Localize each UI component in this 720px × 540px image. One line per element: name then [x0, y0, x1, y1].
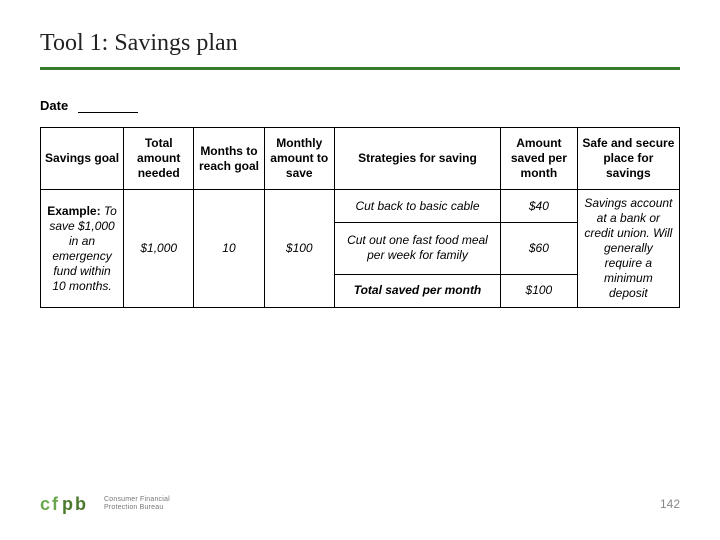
- svg-text:b: b: [75, 494, 86, 514]
- footer: c f p b Consumer Financial Protection Bu…: [40, 492, 680, 516]
- cfpb-logo-icon: c f p b: [40, 492, 96, 516]
- cell-months: 10: [194, 190, 264, 308]
- col-header-monthly: Monthly amount to save: [264, 128, 334, 190]
- table-header-row: Savings goal Total amount needed Months …: [41, 128, 680, 190]
- svg-text:f: f: [52, 494, 59, 514]
- cfpb-logo-subtitle: Consumer Financial Protection Bureau: [104, 496, 170, 511]
- svg-text:p: p: [62, 494, 73, 514]
- cell-savings-goal: Example: To save $1,000 in an emergency …: [41, 190, 124, 308]
- savings-plan-table: Savings goal Total amount needed Months …: [40, 127, 680, 308]
- slide-container: Tool 1: Savings plan Date Savings goal T…: [0, 0, 720, 540]
- cell-monthly-amount: $100: [264, 190, 334, 308]
- col-header-safe-place: Safe and secure place for savings: [577, 128, 679, 190]
- logo-subtitle-line1: Consumer Financial: [104, 496, 170, 504]
- cell-total-saved-amount: $100: [501, 274, 578, 307]
- page-number: 142: [660, 497, 680, 511]
- cell-safe-place: Savings account at a bank or credit unio…: [577, 190, 679, 308]
- logo-subtitle-line2: Protection Bureau: [104, 504, 170, 512]
- page-title: Tool 1: Savings plan: [40, 30, 680, 70]
- cell-strategy-1: Cut back to basic cable: [334, 190, 500, 223]
- col-header-strategies: Strategies for saving: [334, 128, 500, 190]
- col-header-months: Months to reach goal: [194, 128, 264, 190]
- date-label: Date: [40, 98, 68, 113]
- cell-strategy-2: Cut out one fast food meal per week for …: [334, 223, 500, 274]
- example-prefix: Example:: [47, 204, 100, 218]
- cell-total-saved-label: Total saved per month: [334, 274, 500, 307]
- cfpb-logo: c f p b Consumer Financial Protection Bu…: [40, 492, 170, 516]
- date-blank-line: [78, 112, 138, 113]
- col-header-amount-saved: Amount saved per month: [501, 128, 578, 190]
- table-row: Example: To save $1,000 in an emergency …: [41, 190, 680, 223]
- cell-strategy-2-amount: $60: [501, 223, 578, 274]
- date-field-row: Date: [40, 98, 680, 113]
- svg-text:c: c: [40, 494, 50, 514]
- cell-strategy-1-amount: $40: [501, 190, 578, 223]
- cell-total-amount: $1,000: [124, 190, 194, 308]
- col-header-total: Total amount needed: [124, 128, 194, 190]
- col-header-goal: Savings goal: [41, 128, 124, 190]
